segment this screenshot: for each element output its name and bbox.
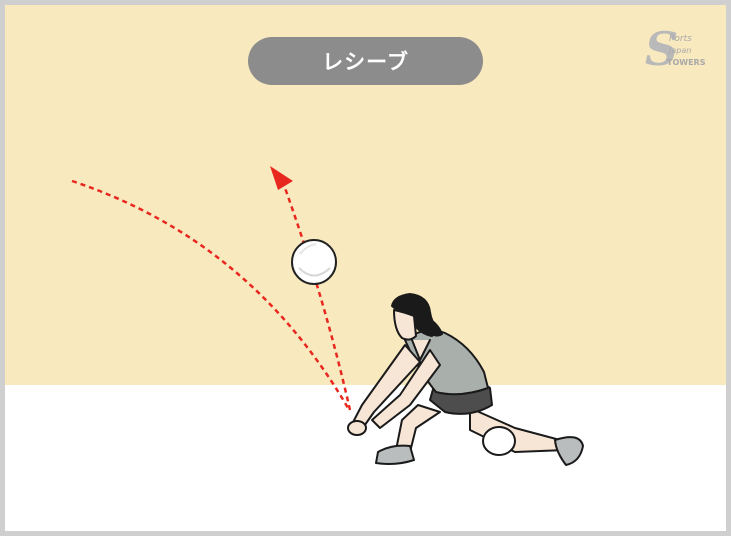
page-title: レシーブ bbox=[322, 50, 409, 74]
svg-text:Ports: Ports bbox=[669, 34, 692, 44]
front-shoe bbox=[375, 444, 415, 465]
title-badge: レシーブ bbox=[248, 37, 483, 85]
sports-logo-icon: S Ports Japan TOWERS bbox=[645, 22, 706, 76]
volleyball bbox=[291, 239, 337, 285]
back-shoe bbox=[554, 436, 584, 466]
svg-text:S: S bbox=[645, 22, 678, 76]
face bbox=[393, 309, 417, 341]
ponytail bbox=[427, 317, 443, 337]
knee-pad bbox=[482, 426, 516, 456]
player-figure bbox=[347, 293, 584, 466]
trajectory-arrowhead bbox=[270, 166, 293, 190]
hair bbox=[391, 293, 441, 337]
svg-text:TOWERS: TOWERS bbox=[667, 58, 706, 67]
svg-text:Japan: Japan bbox=[667, 46, 691, 55]
incoming-trajectory bbox=[71, 179, 350, 409]
outgoing-trajectory bbox=[283, 187, 352, 411]
